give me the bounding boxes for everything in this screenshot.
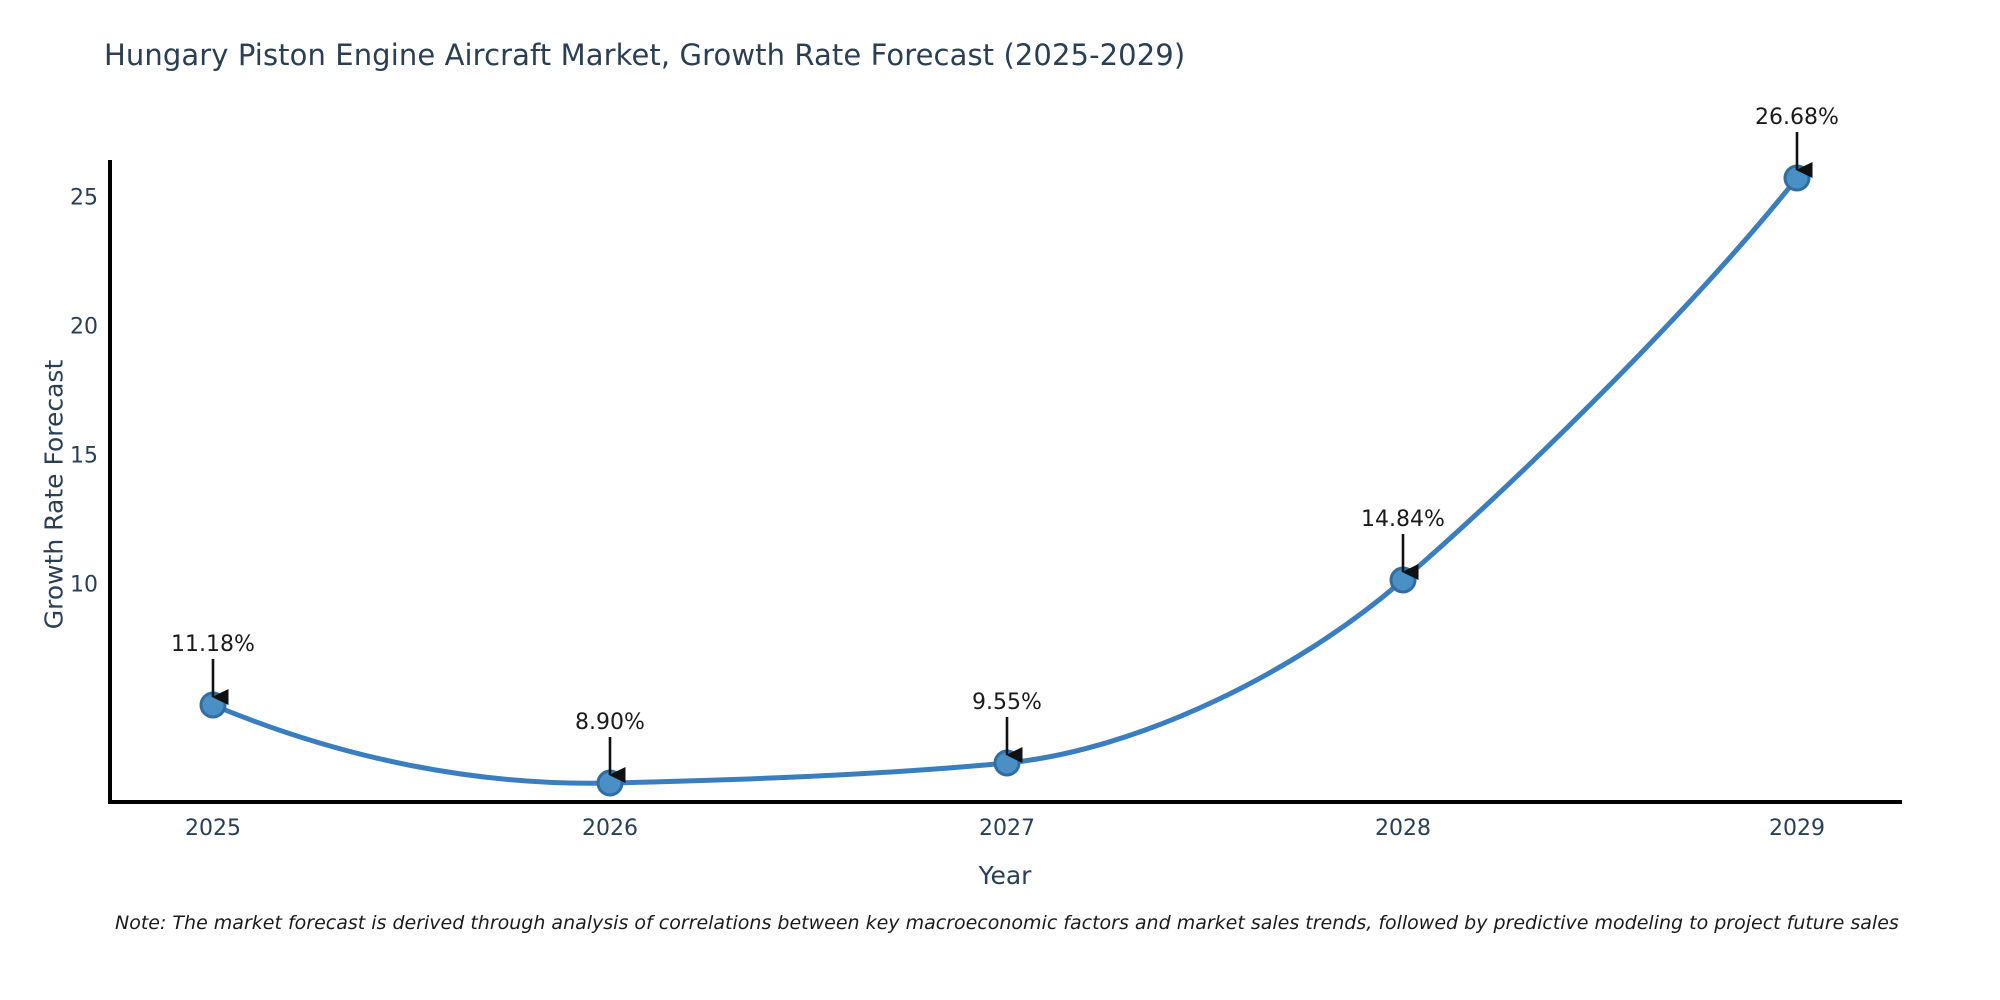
y-tick-label-25: 25 [70,185,98,211]
y-axis-title: Growth Rate Forecast [39,359,69,630]
data-label-2029: 26.68% [1755,105,1839,130]
x-tick-label-2025: 2025 [185,816,241,841]
x-tick-label-2026: 2026 [582,816,638,841]
data-line-growth-rate [210,175,1800,786]
x-axis-title: Year [978,861,1032,890]
data-label-2026: 8.90% [575,710,645,735]
data-label-2027: 9.55% [972,690,1042,715]
y-tick-label-10: 10 [70,572,98,598]
x-tick-label-2029: 2029 [1769,816,1825,841]
x-tick-label-2027: 2027 [979,816,1035,841]
data-label-2025: 11.18% [171,632,255,657]
x-tick-label-2028: 2028 [1375,816,1431,841]
page-title: Hungary Piston Engine Aircraft Market, G… [104,38,1186,72]
footnote-text: Note: The market forecast is derived thr… [115,912,1899,934]
data-label-2028: 14.84% [1361,507,1445,532]
y-tick-label-15: 15 [70,443,98,469]
y-tick-label-20: 20 [70,314,98,340]
